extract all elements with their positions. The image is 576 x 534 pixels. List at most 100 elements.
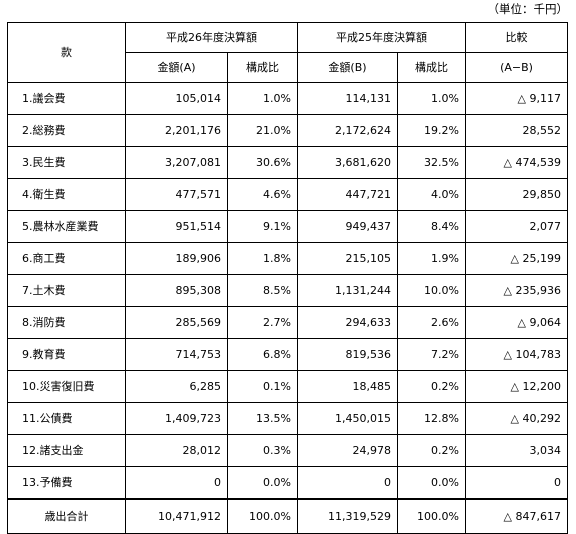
ratio-a-cell: 13.5%	[227, 402, 298, 435]
header-row-1: 款 平成26年度決算額 平成25年度決算額 比較	[7, 22, 568, 83]
header-diff: (A−B)	[465, 52, 568, 83]
ratio-b-cell: 12.8%	[397, 402, 466, 435]
table-row: 8.消防費 285,569 2.7% 294,633 2.6% △ 9,064	[7, 306, 568, 339]
item-name-cell: 11.公債費	[7, 402, 126, 435]
table-row: 1.議会費 105,014 1.0% 114,131 1.0% △ 9,117	[7, 82, 568, 115]
table-row: 3.民生費 3,207,081 30.6% 3,681,620 32.5% △ 474,5…	[7, 146, 568, 179]
diff-cell: △ 40,292	[465, 402, 568, 435]
table-row: 11.公債費 1,409,723 13.5% 1,450,015 12.8% △ 40,2…	[7, 402, 568, 435]
amount-a-cell: 189,906	[125, 242, 228, 275]
header-fy25: 平成25年度決算額	[297, 22, 466, 53]
ratio-b-cell: 7.2%	[397, 338, 466, 371]
ratio-a-cell: 1.8%	[227, 242, 298, 275]
item-name-cell: 9.教育費	[7, 338, 126, 371]
ratio-b-cell: 32.5%	[397, 146, 466, 179]
header-amount-a: 金額(A)	[125, 52, 228, 83]
diff-cell: △ 25,199	[465, 242, 568, 275]
amount-a-cell: 2,201,176	[125, 114, 228, 147]
item-name-cell: 7.土木費	[7, 274, 126, 307]
table-row: 12.諸支出金 28,012 0.3% 24,978 0.2% 3,034	[7, 434, 568, 467]
table-row: 9.教育費 714,753 6.8% 819,536 7.2% △ 104,783	[7, 338, 568, 371]
item-name-cell: 12.諸支出金	[7, 434, 126, 467]
ratio-a-cell: 0.0%	[227, 466, 298, 499]
amount-b-cell: 819,536	[297, 338, 398, 371]
amount-b-cell: 3,681,620	[297, 146, 398, 179]
total-ratio-a-cell: 100.0%	[227, 497, 298, 534]
ratio-b-cell: 19.2%	[397, 114, 466, 147]
item-name-cell: 5.農林水産業費	[7, 210, 126, 243]
item-name-cell: 13.予備費	[7, 466, 126, 499]
diff-cell: 28,552	[465, 114, 568, 147]
header-amount-b: 金額(B)	[297, 52, 398, 83]
ratio-b-cell: 0.2%	[397, 434, 466, 467]
ratio-b-cell: 4.0%	[397, 178, 466, 211]
total-row: 歳出合計 10,471,912 100.0% 11,319,529 100.0% △ 84…	[7, 497, 568, 534]
ratio-b-cell: 1.9%	[397, 242, 466, 275]
amount-a-cell: 3,207,081	[125, 146, 228, 179]
diff-cell: 2,077	[465, 210, 568, 243]
unit-note: （単位：千円）	[487, 2, 569, 16]
ratio-a-cell: 0.3%	[227, 434, 298, 467]
header-row-2: 金額(A) 構成比 金額(B) 構成比 (A−B)	[8, 52, 568, 83]
amount-b-cell: 2,172,624	[297, 114, 398, 147]
diff-cell: △ 474,539	[465, 146, 568, 179]
table-row: 10.災害復旧費 6,285 0.1% 18,485 0.2% △ 12,200	[7, 370, 568, 403]
amount-a-cell: 28,012	[125, 434, 228, 467]
header-item: 款	[7, 22, 126, 83]
total-item-name-cell: 歳出合計	[7, 497, 126, 534]
ratio-a-cell: 4.6%	[227, 178, 298, 211]
amount-b-cell: 1,131,244	[297, 274, 398, 307]
amount-a-cell: 714,753	[125, 338, 228, 371]
table-row: 6.商工費 189,906 1.8% 215,105 1.9% △ 25,199	[7, 242, 568, 275]
amount-b-cell: 114,131	[297, 82, 398, 115]
amount-b-cell: 18,485	[297, 370, 398, 403]
total-amount-a-cell: 10,471,912	[125, 497, 228, 534]
diff-cell: 0	[465, 466, 568, 499]
table-row: 7.土木費 895,308 8.5% 1,131,244 10.0% △ 235,936	[7, 274, 568, 307]
ratio-a-cell: 6.8%	[227, 338, 298, 371]
ratio-a-cell: 30.6%	[227, 146, 298, 179]
diff-cell: △ 12,200	[465, 370, 568, 403]
ratio-a-cell: 0.1%	[227, 370, 298, 403]
total-diff-cell: △ 847,617	[465, 497, 568, 534]
amount-a-cell: 0	[125, 466, 228, 499]
total-amount-b-cell: 11,319,529	[297, 497, 398, 534]
amount-a-cell: 477,571	[125, 178, 228, 211]
amount-a-cell: 895,308	[125, 274, 228, 307]
item-name-cell: 1.議会費	[7, 82, 126, 115]
item-name-cell: 2.総務費	[7, 114, 126, 147]
table-row: 13.予備費 0 0.0% 0 0.0% 0	[7, 466, 568, 499]
ratio-b-cell: 2.6%	[397, 306, 466, 339]
ratio-a-cell: 21.0%	[227, 114, 298, 147]
header-fy26: 平成26年度決算額	[125, 22, 298, 53]
amount-a-cell: 105,014	[125, 82, 228, 115]
header-comparison: 比較	[465, 22, 568, 53]
amount-b-cell: 949,437	[297, 210, 398, 243]
amount-b-cell: 0	[297, 466, 398, 499]
diff-cell: △ 235,936	[465, 274, 568, 307]
diff-cell: 29,850	[465, 178, 568, 211]
table-row: 2.総務費 2,201,176 21.0% 2,172,624 19.2% 28,552	[7, 114, 568, 147]
total-ratio-b-cell: 100.0%	[397, 497, 466, 534]
ratio-a-cell: 2.7%	[227, 306, 298, 339]
table-row: 5.農林水産業費 951,514 9.1% 949,437 8.4% 2,077	[7, 210, 568, 243]
table-row: 4.衛生費 477,571 4.6% 447,721 4.0% 29,850	[7, 178, 568, 211]
diff-cell: △ 104,783	[465, 338, 568, 371]
item-name-cell: 3.民生費	[7, 146, 126, 179]
ratio-a-cell: 8.5%	[227, 274, 298, 307]
diff-cell: △ 9,064	[465, 306, 568, 339]
expenditure-table: 款 平成26年度決算額 平成25年度決算額 比較 金額(A) 構成比 金額(B)…	[7, 22, 568, 534]
ratio-b-cell: 0.0%	[397, 466, 466, 499]
ratio-b-cell: 1.0%	[397, 82, 466, 115]
amount-b-cell: 447,721	[297, 178, 398, 211]
ratio-b-cell: 8.4%	[397, 210, 466, 243]
amount-a-cell: 285,569	[125, 306, 228, 339]
amount-b-cell: 24,978	[297, 434, 398, 467]
item-name-cell: 6.商工費	[7, 242, 126, 275]
diff-cell: △ 9,117	[465, 82, 568, 115]
ratio-b-cell: 0.2%	[397, 370, 466, 403]
amount-a-cell: 951,514	[125, 210, 228, 243]
diff-cell: 3,034	[465, 434, 568, 467]
item-name-cell: 10.災害復旧費	[7, 370, 126, 403]
amount-a-cell: 1,409,723	[125, 402, 228, 435]
